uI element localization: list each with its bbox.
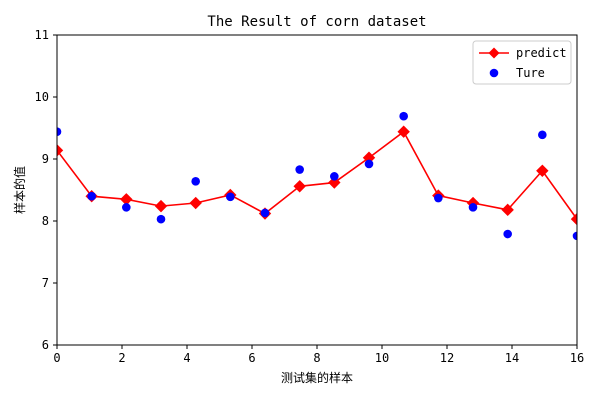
y-tick-label: 11: [35, 28, 49, 42]
data-point: [572, 231, 577, 241]
data-point: [503, 229, 512, 239]
y-tick-label: 9: [42, 152, 49, 166]
x-tick-label: 10: [375, 351, 389, 365]
data-point: [226, 192, 235, 202]
data-point: [57, 144, 64, 157]
x-tick-label: 4: [183, 351, 190, 365]
data-point: [260, 208, 270, 218]
data-point: [536, 164, 549, 177]
legend-label: predict: [516, 46, 567, 60]
data-point: [501, 203, 514, 217]
plot-area: [57, 111, 577, 241]
legend: predict Ture: [472, 40, 572, 85]
x-tick-label: 6: [248, 351, 255, 365]
x-axis: 0 2 4 6 8 10 12 14 16: [53, 345, 584, 365]
data-point: [434, 193, 443, 203]
data-point: [189, 196, 202, 210]
data-point: [156, 214, 166, 224]
data-point: [468, 203, 478, 212]
x-tick-label: 8: [313, 351, 320, 365]
data-point: [122, 203, 131, 212]
data-point: [293, 180, 306, 193]
y-tick-label: 6: [42, 338, 49, 352]
x-tick-label: 0: [53, 351, 60, 365]
y-tick-label: 7: [42, 276, 49, 290]
data-point: [399, 111, 408, 121]
data-point: [191, 177, 200, 186]
y-tick-label: 8: [42, 214, 49, 228]
data-point: [538, 130, 547, 140]
legend-diamond-marker: [488, 47, 500, 59]
data-point: [570, 212, 577, 226]
x-tick-label: 16: [570, 351, 584, 365]
y-axis-label: 样本的值: [12, 166, 27, 214]
x-tick-label: 2: [118, 351, 125, 365]
data-point: [397, 125, 410, 138]
legend-dot-marker: [489, 68, 499, 78]
data-point: [330, 172, 339, 181]
data-point: [87, 191, 96, 201]
data-point: [154, 199, 168, 213]
data-point: [295, 165, 304, 174]
series-predict: [57, 125, 577, 226]
data-point: [328, 176, 341, 189]
series-Ture: [57, 111, 577, 241]
x-tick-label: 14: [505, 351, 519, 365]
data-point: [364, 159, 374, 169]
y-axis: 6 7 8 9 10 11: [35, 28, 57, 352]
legend-label: Ture: [516, 66, 545, 80]
x-axis-label: 测试集的样本: [281, 370, 353, 385]
data-point: [57, 127, 62, 137]
y-tick-label: 10: [35, 90, 49, 104]
chart-title: The Result of corn dataset: [207, 14, 426, 30]
series-line: [57, 130, 577, 220]
x-tick-label: 12: [440, 351, 454, 365]
